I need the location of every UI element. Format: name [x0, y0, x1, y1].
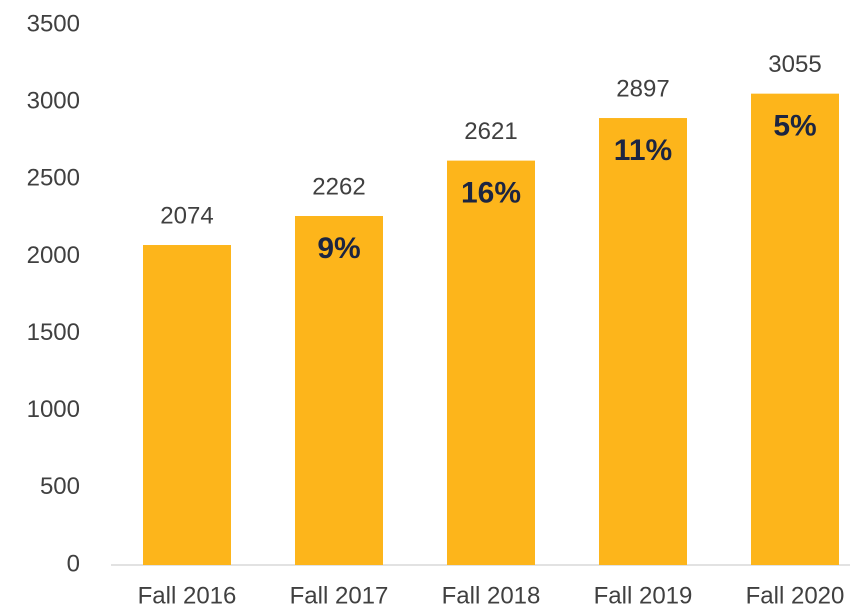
x-tick-label: Fall 2020: [746, 582, 845, 609]
y-tick-label: 2000: [27, 242, 80, 269]
x-tick-label: Fall 2017: [290, 582, 389, 609]
bar: [447, 160, 535, 566]
x-tick-label: Fall 2016: [138, 582, 237, 609]
x-tick-label: Fall 2018: [442, 582, 541, 609]
bar: [295, 216, 383, 565]
y-tick-label: 2500: [27, 165, 80, 192]
bar: [143, 245, 231, 566]
value-label: 2262: [312, 173, 365, 200]
y-tick-label: 0: [67, 550, 80, 577]
y-tick-label: 1000: [27, 396, 80, 423]
x-tick-label: Fall 2019: [594, 582, 693, 609]
bar: [599, 118, 687, 565]
growth-label: 5%: [773, 110, 816, 143]
growth-label: 11%: [614, 134, 672, 167]
bar: [751, 93, 839, 566]
growth-label: 9%: [317, 232, 360, 265]
growth-label: 16%: [461, 177, 521, 210]
y-tick-label: 500: [40, 473, 80, 500]
value-label: 2621: [464, 118, 517, 145]
y-tick-label: 3000: [27, 87, 80, 114]
value-label: 2897: [616, 75, 669, 102]
y-tick-label: 1500: [27, 319, 80, 346]
y-tick-label: 3500: [27, 10, 80, 37]
value-label: 2074: [160, 202, 213, 229]
value-label: 3055: [768, 51, 821, 78]
